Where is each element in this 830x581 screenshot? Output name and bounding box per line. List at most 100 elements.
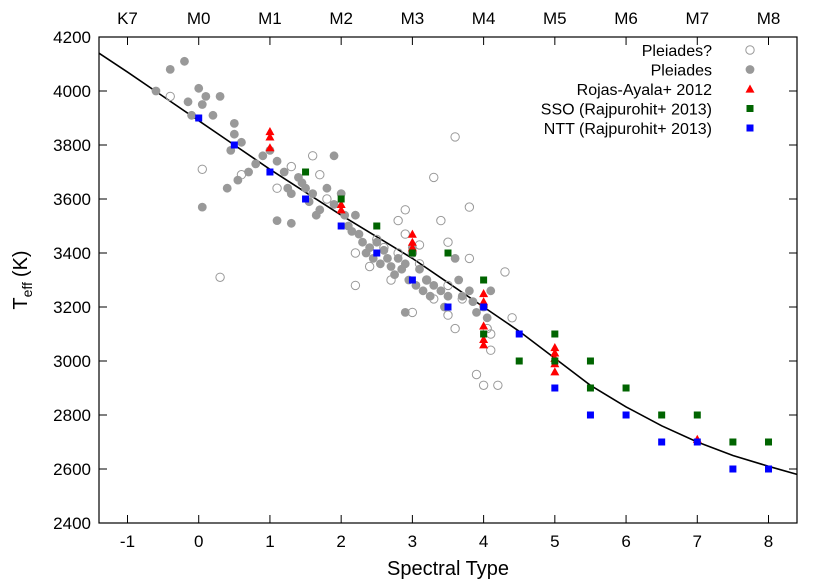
top-axis-label: K7 bbox=[117, 9, 138, 28]
data-point bbox=[479, 340, 489, 349]
data-point bbox=[233, 175, 243, 185]
data-point bbox=[407, 237, 417, 246]
data-point bbox=[444, 303, 452, 311]
data-point bbox=[622, 384, 630, 392]
data-point bbox=[265, 132, 275, 141]
top-axis-label: M8 bbox=[757, 9, 781, 28]
data-point bbox=[500, 267, 510, 277]
data-point bbox=[350, 280, 361, 291]
y-tick-label: 2800 bbox=[53, 406, 91, 425]
legend-marker bbox=[745, 65, 755, 74]
data-point bbox=[329, 200, 339, 209]
data-point bbox=[407, 243, 417, 252]
top-axis-label: M6 bbox=[614, 9, 638, 28]
data-point bbox=[358, 237, 367, 247]
data-point bbox=[265, 127, 275, 136]
data-point bbox=[407, 229, 417, 238]
data-point bbox=[443, 310, 453, 320]
legend-marker bbox=[746, 105, 754, 112]
data-point bbox=[464, 202, 475, 212]
x-tick-label: 4 bbox=[479, 532, 488, 551]
data-points bbox=[151, 56, 773, 473]
data-point bbox=[765, 438, 773, 446]
x-tick-label: 8 bbox=[764, 532, 773, 551]
axis-ticks bbox=[99, 36, 797, 524]
data-point bbox=[272, 183, 282, 193]
data-point bbox=[286, 189, 296, 199]
x-tick-label: 0 bbox=[194, 532, 203, 551]
data-point bbox=[272, 156, 282, 166]
data-point bbox=[550, 343, 560, 352]
data-point bbox=[266, 168, 274, 176]
data-point bbox=[408, 276, 416, 284]
data-point bbox=[457, 291, 467, 301]
top-axis-label: M1 bbox=[258, 9, 282, 28]
data-point bbox=[478, 380, 489, 390]
data-point bbox=[444, 249, 452, 257]
data-point bbox=[450, 254, 460, 263]
data-point bbox=[215, 272, 225, 282]
data-point bbox=[393, 215, 403, 226]
data-point bbox=[165, 91, 175, 102]
data-point bbox=[315, 170, 325, 180]
data-point bbox=[622, 411, 630, 419]
data-point bbox=[551, 330, 559, 338]
data-point bbox=[450, 323, 460, 334]
data-point bbox=[693, 438, 701, 446]
data-point bbox=[302, 168, 310, 176]
data-point bbox=[415, 264, 424, 274]
data-point bbox=[480, 330, 488, 338]
data-point bbox=[393, 254, 403, 263]
data-point bbox=[765, 465, 773, 473]
data-point bbox=[390, 270, 399, 279]
data-point bbox=[201, 92, 211, 101]
data-point bbox=[479, 297, 489, 306]
data-point bbox=[400, 205, 410, 215]
data-point bbox=[425, 291, 435, 301]
data-point bbox=[364, 261, 375, 272]
data-point bbox=[450, 132, 460, 142]
data-point bbox=[429, 172, 439, 183]
data-point bbox=[251, 159, 261, 169]
data-point bbox=[265, 143, 275, 152]
data-point bbox=[479, 334, 489, 343]
y-tick-label: 4200 bbox=[53, 28, 91, 47]
data-point bbox=[472, 308, 481, 317]
data-point bbox=[272, 216, 282, 226]
data-point bbox=[222, 183, 232, 193]
fit-curve bbox=[98, 52, 798, 476]
data-point bbox=[507, 313, 517, 323]
data-point bbox=[165, 65, 175, 74]
data-point bbox=[279, 167, 289, 177]
top-axis-label: M3 bbox=[401, 9, 425, 28]
y-axis-title-sub: eff bbox=[19, 282, 35, 297]
data-point bbox=[183, 97, 193, 107]
series-pleiades bbox=[165, 91, 517, 390]
data-point bbox=[400, 259, 410, 269]
data-point bbox=[337, 195, 345, 203]
top-axis-label: M5 bbox=[543, 9, 567, 28]
data-point bbox=[482, 313, 492, 323]
series-rojas-ayala-2012 bbox=[265, 127, 702, 443]
data-point bbox=[286, 161, 297, 172]
data-point bbox=[336, 205, 346, 214]
data-point bbox=[372, 237, 382, 247]
data-point bbox=[443, 280, 453, 291]
legend: Pleiades? Pleiades Rojas-Ayala+ 2012 SSO (R… bbox=[541, 43, 755, 138]
data-point bbox=[468, 297, 478, 306]
data-point bbox=[322, 194, 332, 204]
y-tick-label: 3000 bbox=[53, 352, 91, 371]
plot-frame bbox=[98, 36, 798, 524]
data-point bbox=[215, 92, 225, 101]
data-point bbox=[347, 227, 357, 236]
legend-label: Pleiades bbox=[651, 63, 712, 80]
y-axis-title: Teff (K) bbox=[10, 250, 35, 309]
legend-marker bbox=[745, 45, 755, 55]
data-point bbox=[197, 100, 207, 109]
x-tick-label: 7 bbox=[693, 532, 702, 551]
data-point bbox=[197, 202, 207, 212]
data-point bbox=[197, 164, 207, 175]
data-point bbox=[350, 248, 361, 258]
y-tick-label: 4000 bbox=[53, 82, 91, 101]
